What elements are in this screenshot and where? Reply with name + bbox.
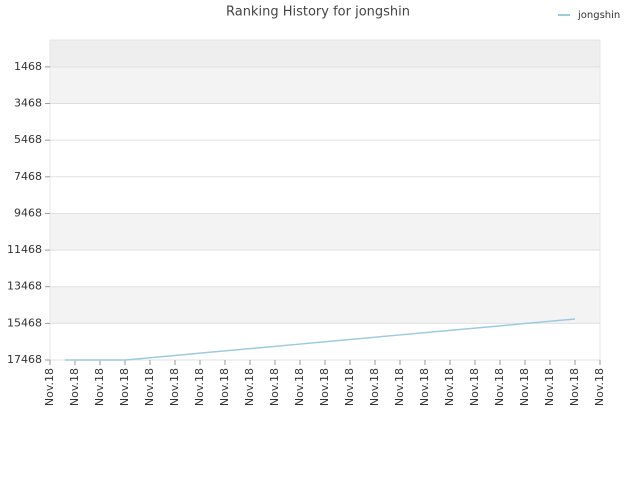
band xyxy=(50,176,600,214)
x-tick-label: Nov.18 xyxy=(343,368,356,406)
y-tick-label: 7468 xyxy=(14,170,42,183)
x-tick-label: Nov.18 xyxy=(393,368,406,406)
chart-title: Ranking History for jongshin xyxy=(226,5,410,20)
x-tick-label: Nov.18 xyxy=(268,368,281,406)
x-tick-label: Nov.18 xyxy=(318,368,331,406)
y-tick-label: 11468 xyxy=(7,243,42,256)
x-tick-label: Nov.18 xyxy=(368,368,381,406)
band xyxy=(50,250,600,287)
band xyxy=(50,286,600,324)
y-tick-label: 9468 xyxy=(14,206,42,219)
x-tick-label: Nov.18 xyxy=(193,368,206,406)
band xyxy=(50,213,600,251)
x-tick-label: Nov.18 xyxy=(68,368,81,406)
x-tick-label: Nov.18 xyxy=(168,368,181,406)
band xyxy=(50,66,600,104)
y-tick-label: 17468 xyxy=(7,353,42,366)
x-tick-label: Nov.18 xyxy=(518,368,531,406)
x-tick-label: Nov.18 xyxy=(43,368,56,406)
x-tick-label: Nov.18 xyxy=(493,368,506,406)
x-tick-label: Nov.18 xyxy=(243,368,256,406)
x-tick-label: Nov.18 xyxy=(93,368,106,406)
x-tick-label: Nov.18 xyxy=(593,368,606,406)
band xyxy=(50,103,600,141)
x-tick-label: Nov.18 xyxy=(143,368,156,406)
line xyxy=(65,318,576,361)
band xyxy=(50,140,600,177)
y-tick-label: 3468 xyxy=(14,97,42,110)
legend-label: jongshin xyxy=(577,10,620,21)
band xyxy=(50,40,600,67)
x-tick-label: Nov.18 xyxy=(218,368,231,406)
x-tick-label: Nov.18 xyxy=(418,368,431,406)
x-tick-label: Nov.18 xyxy=(543,368,556,406)
x-tick-label: Nov.18 xyxy=(443,368,456,406)
x-tick-label: Nov.18 xyxy=(468,368,481,406)
y-tick-label: 5468 xyxy=(14,133,42,146)
x-tick-label: Nov.18 xyxy=(568,368,581,406)
x-tick-label: Nov.18 xyxy=(293,368,306,406)
y-tick-label: 13468 xyxy=(7,280,42,293)
y-tick-label: 15468 xyxy=(7,316,42,329)
x-tick-label: Nov.18 xyxy=(118,368,131,406)
y-tick-label: 1468 xyxy=(14,60,42,73)
